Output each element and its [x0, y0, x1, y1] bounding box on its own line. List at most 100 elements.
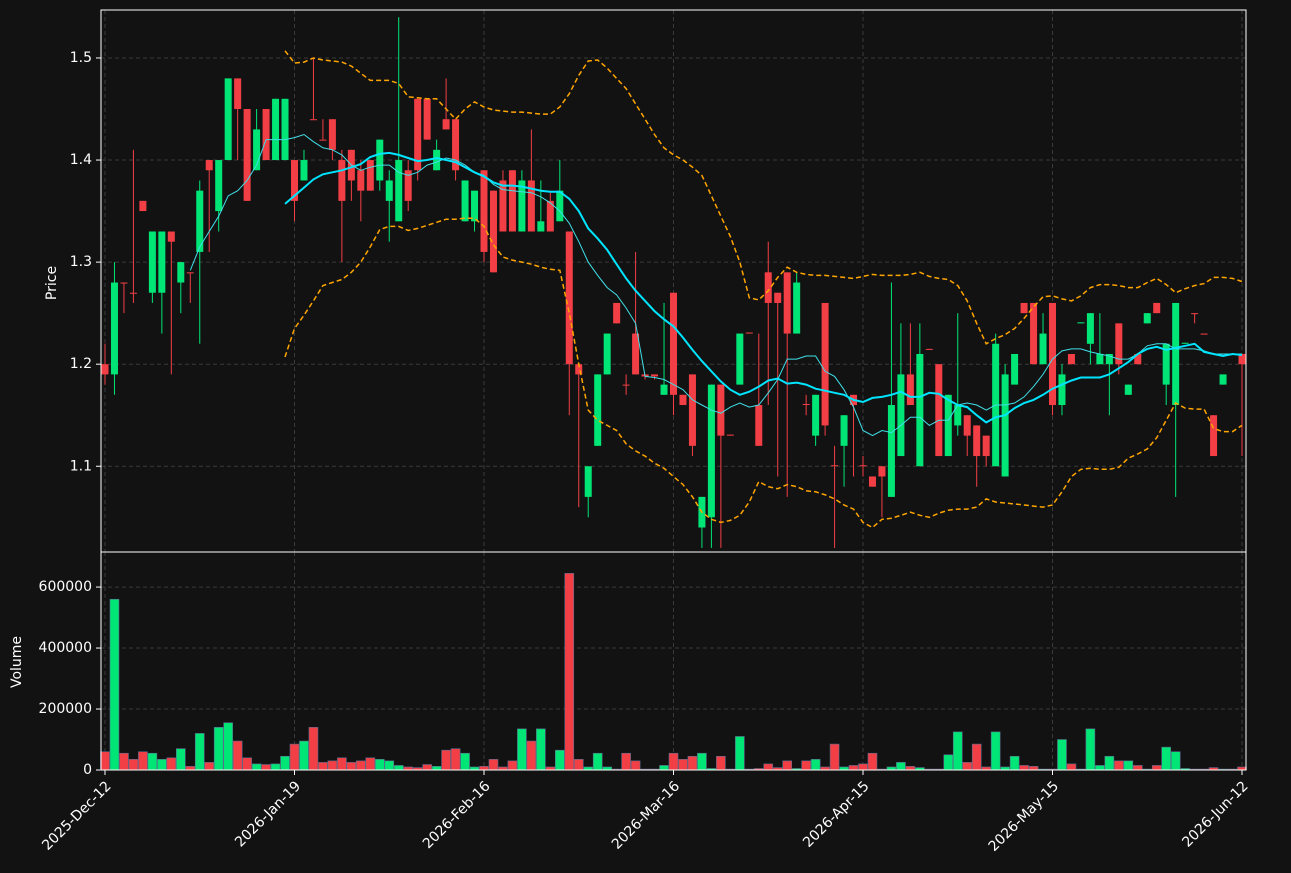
- volume-bar: [441, 749, 451, 771]
- volume-bar: [697, 752, 707, 771]
- volume-bar: [1028, 766, 1039, 771]
- volume-bar: [450, 748, 461, 771]
- candle-body: [1001, 374, 1009, 477]
- volume-bar: [971, 743, 982, 771]
- candle-body: [651, 374, 659, 377]
- candle-body: [774, 292, 782, 303]
- candle-body: [101, 364, 109, 375]
- candle-body: [679, 394, 687, 406]
- volume-bar: [962, 762, 973, 771]
- candle-body: [868, 476, 876, 487]
- candle-body: [253, 129, 261, 171]
- volume-bar: [1057, 739, 1067, 771]
- candle-body: [783, 272, 791, 334]
- candle-body: [935, 364, 943, 457]
- candle-body: [821, 302, 829, 426]
- volume-bar: [1066, 763, 1077, 771]
- candle-body: [167, 231, 175, 242]
- candle-body: [215, 160, 223, 212]
- candle-body: [887, 405, 895, 497]
- candle-body: [177, 262, 185, 283]
- y-axis-label: Price: [44, 266, 60, 300]
- candle-body: [1039, 333, 1047, 365]
- volume-bar: [128, 759, 139, 771]
- volume-bar: [204, 762, 215, 771]
- candle-body: [291, 160, 298, 201]
- volume-bar: [346, 762, 357, 771]
- candle-body: [1143, 313, 1151, 324]
- volume-bar: [488, 759, 499, 771]
- volume-bar: [251, 763, 262, 771]
- volume-bar: [517, 728, 527, 771]
- volume-bar: [109, 598, 120, 771]
- candle-body: [234, 78, 242, 110]
- volume-bar: [242, 757, 252, 771]
- candle-body: [489, 190, 497, 273]
- volume-bar: [829, 743, 840, 771]
- volume-bar: [119, 752, 129, 771]
- volume-bar: [365, 757, 376, 771]
- candle-body: [376, 139, 384, 181]
- candle-body: [736, 333, 744, 385]
- candle-body: [963, 415, 971, 436]
- volume-bar: [431, 766, 442, 771]
- candle-body: [1124, 384, 1132, 395]
- candle-body: [1200, 333, 1208, 335]
- volume-bar: [1085, 728, 1096, 771]
- volume-bar: [393, 765, 404, 771]
- volume-bar: [1132, 765, 1143, 771]
- candle-body: [385, 180, 393, 201]
- volume-bar: [990, 731, 1001, 771]
- y-tick-label: 1.4: [70, 152, 92, 168]
- y-tick-label: 600000: [39, 579, 92, 595]
- volume-bar: [1123, 760, 1134, 771]
- candle-body: [309, 119, 317, 121]
- candle-body: [196, 190, 204, 252]
- volume-frame: [100, 551, 1247, 771]
- candle-body: [1077, 322, 1085, 324]
- volume-bar: [280, 755, 290, 771]
- candle-body: [944, 394, 952, 457]
- candle-body: [243, 109, 251, 201]
- candle-body: [110, 282, 118, 375]
- volume-bar: [952, 731, 963, 771]
- volume-bar: [943, 754, 954, 771]
- candle-body: [755, 405, 763, 446]
- y-tick-label: 1.1: [70, 458, 92, 474]
- volume-bar: [678, 759, 688, 771]
- candle-body: [603, 333, 611, 375]
- volume-bar: [763, 763, 774, 771]
- candle-body: [452, 119, 460, 171]
- volume-bar: [858, 763, 868, 771]
- candle-body: [1049, 302, 1056, 406]
- candle-body: [129, 292, 137, 294]
- candle-body: [584, 466, 592, 497]
- candle-body: [1030, 302, 1038, 365]
- volume-bar: [1019, 765, 1029, 771]
- volume-bar: [1161, 746, 1171, 771]
- volume-bar: [138, 751, 148, 771]
- y-tick-label: 1.5: [70, 50, 92, 66]
- volume-bar: [166, 757, 177, 771]
- volume-bar: [232, 740, 243, 771]
- volume-bar: [735, 736, 745, 771]
- candle-body: [319, 139, 327, 141]
- volume-bar: [867, 752, 878, 771]
- candle-body: [158, 231, 166, 293]
- overlay-line: [284, 217, 1243, 529]
- candle-body: [793, 282, 801, 334]
- candle-body: [670, 292, 677, 395]
- candle-body: [622, 384, 630, 386]
- candle-body: [1191, 313, 1199, 315]
- y-tick-label: 0: [83, 762, 92, 778]
- candle-body: [660, 384, 668, 395]
- volume-bar: [1104, 755, 1115, 771]
- volume-bar: [668, 752, 679, 771]
- volume-bar: [659, 765, 669, 771]
- candle-body: [1058, 374, 1066, 406]
- volume-bar: [810, 759, 821, 771]
- candle-body: [594, 374, 602, 446]
- volume-bar: [554, 749, 565, 771]
